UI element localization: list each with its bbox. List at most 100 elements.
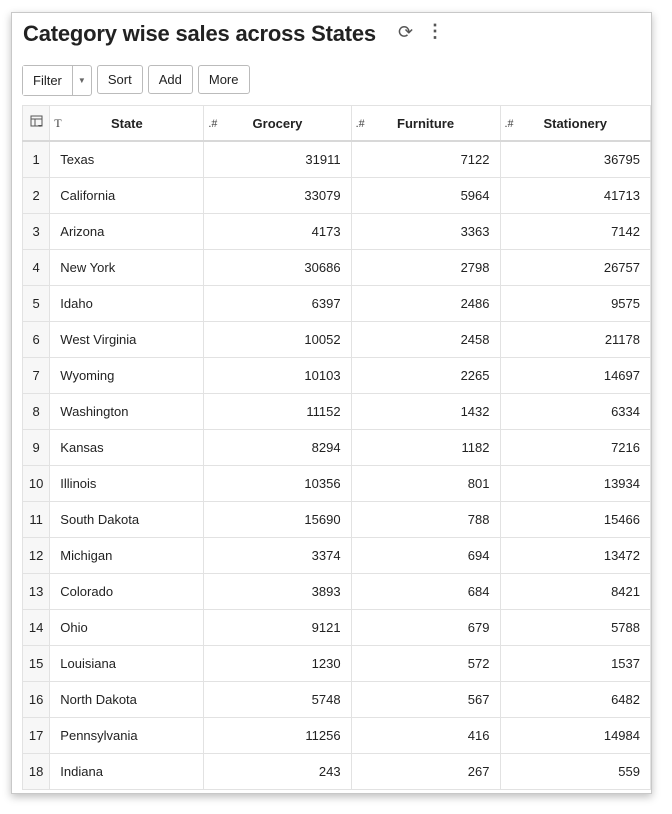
value-cell[interactable]: 10052 bbox=[203, 321, 352, 358]
state-cell[interactable]: South Dakota bbox=[49, 501, 205, 538]
value-cell[interactable]: 8421 bbox=[499, 573, 651, 610]
column-header-state[interactable]: T State bbox=[49, 105, 205, 142]
value-cell[interactable]: 1230 bbox=[203, 645, 352, 682]
row-number[interactable]: 11 bbox=[21, 501, 51, 538]
column-header-furniture[interactable]: .# Furniture bbox=[350, 105, 501, 142]
row-number[interactable]: 9 bbox=[21, 429, 51, 466]
value-cell[interactable]: 8294 bbox=[203, 429, 352, 466]
row-number[interactable]: 2 bbox=[21, 177, 51, 214]
value-cell[interactable]: 1537 bbox=[499, 645, 651, 682]
value-cell[interactable]: 9121 bbox=[203, 609, 352, 646]
state-cell[interactable]: Louisiana bbox=[49, 645, 205, 682]
value-cell[interactable]: 5788 bbox=[499, 609, 651, 646]
row-number[interactable]: 5 bbox=[21, 285, 51, 322]
value-cell[interactable]: 10356 bbox=[203, 465, 352, 502]
row-number[interactable]: 17 bbox=[21, 717, 51, 754]
value-cell[interactable]: 7122 bbox=[350, 140, 501, 178]
state-cell[interactable]: Wyoming bbox=[49, 357, 205, 394]
value-cell[interactable]: 11152 bbox=[203, 393, 352, 430]
state-cell[interactable]: West Virginia bbox=[49, 321, 205, 358]
value-cell[interactable]: 6397 bbox=[203, 285, 352, 322]
value-cell[interactable]: 4173 bbox=[203, 213, 352, 250]
value-cell[interactable]: 10103 bbox=[203, 357, 352, 394]
value-cell[interactable]: 2458 bbox=[350, 321, 501, 358]
value-cell[interactable]: 6334 bbox=[499, 393, 651, 430]
row-number[interactable]: 10 bbox=[21, 465, 51, 502]
value-cell[interactable]: 30686 bbox=[203, 249, 352, 286]
refresh-icon[interactable]: ⟳ bbox=[398, 22, 414, 42]
value-cell[interactable]: 14697 bbox=[499, 357, 651, 394]
value-cell[interactable]: 13934 bbox=[499, 465, 651, 502]
row-number[interactable]: 18 bbox=[21, 753, 51, 790]
state-cell[interactable]: Illinois bbox=[49, 465, 205, 502]
kebab-menu-icon[interactable]: ⋮ bbox=[426, 21, 444, 41]
value-cell[interactable]: 559 bbox=[499, 753, 651, 790]
row-number[interactable]: 7 bbox=[21, 357, 51, 394]
row-number[interactable]: 12 bbox=[21, 537, 51, 574]
value-cell[interactable]: 267 bbox=[350, 753, 501, 790]
sort-button[interactable]: Sort bbox=[96, 65, 143, 94]
value-cell[interactable]: 33079 bbox=[203, 177, 352, 214]
value-cell[interactable]: 243 bbox=[203, 753, 352, 790]
state-cell[interactable]: California bbox=[49, 177, 205, 214]
state-cell[interactable]: North Dakota bbox=[49, 681, 205, 718]
value-cell[interactable]: 416 bbox=[350, 717, 501, 754]
value-cell[interactable]: 3893 bbox=[203, 573, 352, 610]
state-cell[interactable]: Arizona bbox=[49, 213, 205, 250]
row-number[interactable]: 6 bbox=[21, 321, 51, 358]
value-cell[interactable]: 2798 bbox=[350, 249, 501, 286]
value-cell[interactable]: 13472 bbox=[499, 537, 651, 574]
value-cell[interactable]: 3363 bbox=[350, 213, 501, 250]
row-number[interactable]: 3 bbox=[21, 213, 51, 250]
state-cell[interactable]: Indiana bbox=[49, 753, 205, 790]
value-cell[interactable]: 26757 bbox=[499, 249, 651, 286]
row-number[interactable]: 1 bbox=[21, 140, 51, 178]
filter-button[interactable]: Filter bbox=[23, 66, 72, 95]
column-settings-icon[interactable] bbox=[21, 105, 51, 142]
value-cell[interactable]: 679 bbox=[350, 609, 501, 646]
state-cell[interactable]: Washington bbox=[49, 393, 205, 430]
value-cell[interactable]: 41713 bbox=[499, 177, 651, 214]
value-cell[interactable]: 1182 bbox=[350, 429, 501, 466]
value-cell[interactable]: 5964 bbox=[350, 177, 501, 214]
value-cell[interactable]: 801 bbox=[350, 465, 501, 502]
state-cell[interactable]: Pennsylvania bbox=[49, 717, 205, 754]
value-cell[interactable]: 7216 bbox=[499, 429, 651, 466]
column-header-stationery[interactable]: .# Stationery bbox=[499, 105, 651, 142]
row-number[interactable]: 13 bbox=[21, 573, 51, 610]
value-cell[interactable]: 36795 bbox=[499, 140, 651, 178]
more-button[interactable]: More bbox=[197, 65, 250, 94]
state-cell[interactable]: Kansas bbox=[49, 429, 205, 466]
value-cell[interactable]: 6482 bbox=[499, 681, 651, 718]
value-cell[interactable]: 5748 bbox=[203, 681, 352, 718]
row-number[interactable]: 14 bbox=[21, 609, 51, 646]
row-number[interactable]: 15 bbox=[21, 645, 51, 682]
state-cell[interactable]: Texas bbox=[49, 140, 205, 178]
value-cell[interactable]: 7142 bbox=[499, 213, 651, 250]
row-number[interactable]: 8 bbox=[21, 393, 51, 430]
value-cell[interactable]: 2265 bbox=[350, 357, 501, 394]
value-cell[interactable]: 1432 bbox=[350, 393, 501, 430]
row-number[interactable]: 16 bbox=[21, 681, 51, 718]
value-cell[interactable]: 31911 bbox=[203, 140, 352, 178]
value-cell[interactable]: 694 bbox=[350, 537, 501, 574]
value-cell[interactable]: 788 bbox=[350, 501, 501, 538]
state-cell[interactable]: Idaho bbox=[49, 285, 205, 322]
value-cell[interactable]: 567 bbox=[350, 681, 501, 718]
value-cell[interactable]: 2486 bbox=[350, 285, 501, 322]
value-cell[interactable]: 9575 bbox=[499, 285, 651, 322]
value-cell[interactable]: 3374 bbox=[203, 537, 352, 574]
state-cell[interactable]: New York bbox=[49, 249, 205, 286]
value-cell[interactable]: 15466 bbox=[499, 501, 651, 538]
chevron-down-icon[interactable]: ▼ bbox=[71, 66, 91, 95]
row-number[interactable]: 4 bbox=[21, 249, 51, 286]
value-cell[interactable]: 11256 bbox=[203, 717, 352, 754]
add-button[interactable]: Add bbox=[147, 65, 193, 94]
value-cell[interactable]: 572 bbox=[350, 645, 501, 682]
column-header-grocery[interactable]: .# Grocery bbox=[203, 105, 352, 142]
value-cell[interactable]: 15690 bbox=[203, 501, 352, 538]
value-cell[interactable]: 21178 bbox=[499, 321, 651, 358]
value-cell[interactable]: 14984 bbox=[499, 717, 651, 754]
state-cell[interactable]: Colorado bbox=[49, 573, 205, 610]
value-cell[interactable]: 684 bbox=[350, 573, 501, 610]
